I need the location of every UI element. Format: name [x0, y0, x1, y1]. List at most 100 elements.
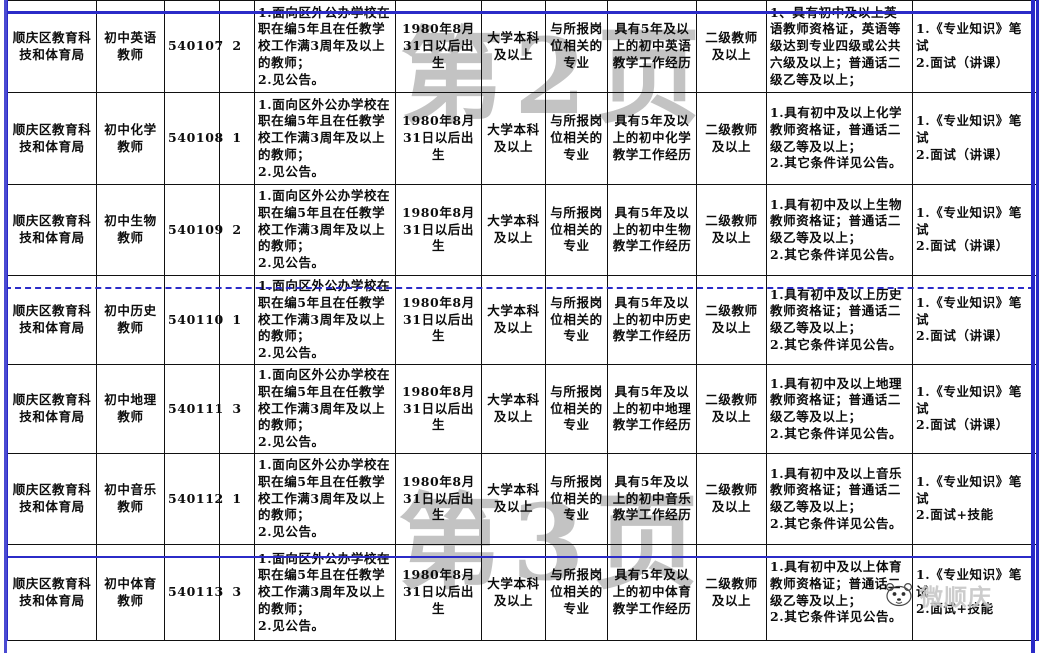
cell-count: 2: [219, 184, 255, 276]
cell-count: 3: [219, 544, 255, 641]
cell-major: 与所报岗位相关的专业: [545, 453, 608, 545]
table-row: 顺庆区教育科技和体育局 初中地理教师 540111 3 1.面向区外公办学校在职在编5年…: [6, 364, 1038, 454]
table-row: 顺庆区教育科技和体育局 初中音乐教师 540112 1 1.面向区外公办学校在职在编5年…: [6, 453, 1038, 545]
cell-count: 1: [219, 92, 255, 185]
cell-title: 二级教师及以上: [696, 453, 767, 545]
table-right-border: [1031, 0, 1035, 653]
cell-experience: 具有5年及以上的初中历史教学工作经历: [607, 275, 697, 365]
cell-other_requirements: 1.具有初中及以上化学教师资格证，普通话二级乙等及以上； 2.其它条件详见公告。: [766, 92, 913, 185]
cell-experience: 具有5年及以上的初中音乐教学工作经历: [607, 453, 697, 545]
cell-title: 二级教师及以上: [696, 0, 767, 93]
cell-exam: 1.《专业知识》笔试 2.面试（讲课）: [912, 275, 1038, 365]
table-row: 顺庆区教育科技和体育局 初中历史教师 540110 1 1.面向区外公办学校在职在编5年…: [6, 275, 1038, 365]
cell-experience: 具有5年及以上的初中英语教学工作经历: [607, 0, 697, 93]
cell-education: 大学本科及以上: [481, 544, 546, 641]
cell-exam: 1.《专业知识》笔试 2.面试（讲课）: [912, 364, 1038, 454]
cell-code: 540112: [164, 453, 223, 545]
table-row: 顺庆区教育科技和体育局 初中体育教师 540113 3 1.面向区外公办学校在职在编5年…: [6, 544, 1038, 641]
cell-code: 540110: [164, 275, 223, 365]
cell-conditions: 1.面向区外公办学校在职在编5年且在任教学校工作满3周年及以上的教师； 2.见公…: [254, 453, 396, 545]
cell-count: 3: [219, 364, 255, 454]
cell-exam: 1.《专业知识》笔试 2.面试（讲课）: [912, 184, 1038, 276]
table-left-border: [4, 0, 7, 653]
position-table-container: 顺庆区教育科技和体育局初中英语教师54010721.面向区外公办学校在职在编5年…: [5, 0, 1039, 653]
cell-code: 540113: [164, 544, 223, 641]
table-row: 顺庆区教育科技和体育局 初中化学教师 540108 1 1.面向区外公办学校在职在编5年…: [6, 92, 1038, 185]
cell-age: 1980年8月31日以后出生: [395, 544, 482, 641]
cell-position: 初中地理教师: [96, 364, 165, 454]
cell-major: 与所报岗位相关的专业: [545, 364, 608, 454]
cell-conditions: 1.面向区外公办学校在职在编5年且在任教学校工作满3周年及以上的教师； 2.见公…: [254, 0, 396, 93]
cell-education: 大学本科及以上: [481, 453, 546, 545]
cell-title: 二级教师及以上: [696, 544, 767, 641]
cell-age: 1980年8月31日以后出生: [395, 364, 482, 454]
cell-education: 大学本科及以上: [481, 92, 546, 185]
cell-exam: 1.《专业知识》笔试 2.面试+技能: [912, 453, 1038, 545]
cell-position: 初中音乐教师: [96, 453, 165, 545]
cell-conditions: 1.面向区外公办学校在职在编5年且在任教学校工作满3周年及以上的教师； 2.见公…: [254, 364, 396, 454]
table-top-rule: [5, 11, 1034, 14]
cell-other_requirements: 1.具有初中及以上地理教师资格证；普通话二级乙等及以上； 2.其它条件详见公告。: [766, 364, 913, 454]
cell-code: 540109: [164, 184, 223, 276]
cell-department: 顺庆区教育科技和体育局: [6, 92, 97, 185]
cell-conditions: 1.面向区外公办学校在职在编5年且在任教学校工作满3周年及以上的教师； 2.见公…: [254, 92, 396, 185]
cell-department: 顺庆区教育科技和体育局: [6, 364, 97, 454]
cell-title: 二级教师及以上: [696, 184, 767, 276]
cell-exam: 1.《专业知识》笔试 2.面试（讲课）: [912, 92, 1038, 185]
cell-major: 与所报岗位相关的专业: [545, 275, 608, 365]
cell-experience: 具有5年及以上的初中生物教学工作经历: [607, 184, 697, 276]
cell-title: 二级教师及以上: [696, 364, 767, 454]
cell-code: 540107: [164, 0, 223, 93]
cell-conditions: 1.面向区外公办学校在职在编5年且在任教学校工作满3周年及以上的教师； 2.见公…: [254, 544, 396, 641]
cell-major: 与所报岗位相关的专业: [545, 92, 608, 185]
cell-education: 大学本科及以上: [481, 364, 546, 454]
cell-position: 初中英语教师: [96, 0, 165, 93]
panda-face-icon: [884, 580, 914, 610]
cell-other_requirements: 1.具有初中及以上生物教师资格证；普通话二级乙等及以上； 2.其它条件详见公告。: [766, 184, 913, 276]
cell-major: 与所报岗位相关的专业: [545, 184, 608, 276]
cell-other_requirements: 1.具有初中及以上体育教师资格证；普通话二级乙等及以上； 2.其它条件详见公告。: [766, 544, 913, 641]
cell-position: 初中生物教师: [96, 184, 165, 276]
cell-other_requirements: 1、具有初中及以上英语教师资格证，英语等级达到专业四级或公共六级及以上；普通话二…: [766, 0, 913, 93]
cell-code: 540111: [164, 364, 223, 454]
cell-title: 二级教师及以上: [696, 92, 767, 185]
cell-position: 初中历史教师: [96, 275, 165, 365]
cell-education: 大学本科及以上: [481, 275, 546, 365]
brand-watermark[interactable]: 微顺庆: [884, 578, 992, 612]
cell-conditions: 1.面向区外公办学校在职在编5年且在任教学校工作满3周年及以上的教师； 2.见公…: [254, 275, 396, 365]
cell-title: 二级教师及以上: [696, 275, 767, 365]
cell-education: 大学本科及以上: [481, 0, 546, 93]
cell-other_requirements: 1.具有初中及以上历史教师资格证；普通话二级乙等及以上； 2.其它条件详见公告。: [766, 275, 913, 365]
cell-position: 初中体育教师: [96, 544, 165, 641]
table-bottom-rule: [5, 556, 1034, 558]
cell-exam: 1.《专业知识》笔试 2.面试（讲课）: [912, 0, 1038, 93]
cell-experience: 具有5年及以上的初中化学教学工作经历: [607, 92, 697, 185]
cell-experience: 具有5年及以上的初中地理教学工作经历: [607, 364, 697, 454]
cell-other_requirements: 1.具有初中及以上音乐教师资格证；普通话二级乙等及以上； 2.其它条件详见公告。: [766, 453, 913, 545]
cell-major: 与所报岗位相关的专业: [545, 0, 608, 93]
cell-age: 1980年8月31日以后出生: [395, 0, 482, 93]
page-break-dashed-rule: [5, 287, 1034, 289]
cell-department: 顺庆区教育科技和体育局: [6, 275, 97, 365]
cell-education: 大学本科及以上: [481, 184, 546, 276]
cell-department: 顺庆区教育科技和体育局: [6, 453, 97, 545]
cell-count: 2: [219, 0, 255, 93]
table-row: 顺庆区教育科技和体育局初中英语教师54010721.面向区外公办学校在职在编5年…: [6, 0, 1038, 93]
brand-watermark-label: 微顺庆: [920, 585, 992, 611]
cell-code: 540108: [164, 92, 223, 185]
cell-department: 顺庆区教育科技和体育局: [6, 0, 97, 93]
cell-major: 与所报岗位相关的专业: [545, 544, 608, 641]
table-row: 顺庆区教育科技和体育局 初中生物教师 540109 2 1.面向区外公办学校在职在编5年…: [6, 184, 1038, 276]
cell-count: 1: [219, 453, 255, 545]
cell-conditions: 1.面向区外公办学校在职在编5年且在任教学校工作满3周年及以上的教师； 2.见公…: [254, 184, 396, 276]
cell-experience: 具有5年及以上的初中体育教学工作经历: [607, 544, 697, 641]
cell-age: 1980年8月31日以后出生: [395, 184, 482, 276]
cell-age: 1980年8月31日以后出生: [395, 453, 482, 545]
cell-age: 1980年8月31日以后出生: [395, 92, 482, 185]
cell-exam: 1.《专业知识》笔试 2.面试+技能: [912, 544, 1038, 641]
cell-department: 顺庆区教育科技和体育局: [6, 544, 97, 641]
cell-position: 初中化学教师: [96, 92, 165, 185]
cell-department: 顺庆区教育科技和体育局: [6, 184, 97, 276]
position-table: 顺庆区教育科技和体育局初中英语教师54010721.面向区外公办学校在职在编5年…: [5, 0, 1039, 641]
